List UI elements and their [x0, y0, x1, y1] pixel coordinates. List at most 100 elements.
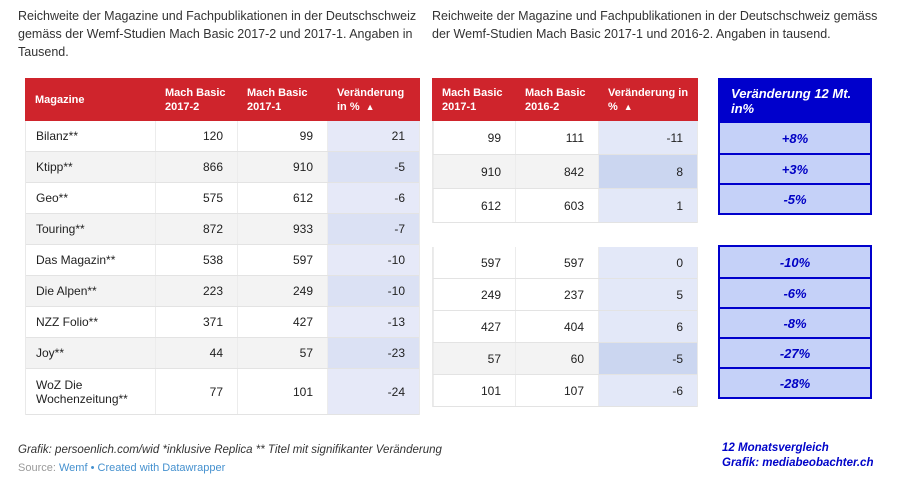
magazine-name: Ktipp**	[36, 160, 73, 174]
right-chart-title: Reichweite der Magazine und Fachpublikat…	[432, 9, 878, 42]
table-row: Geo** 575 612 -6	[26, 183, 419, 214]
value-2017-1: 57	[433, 343, 515, 374]
value-2017-1: 933	[237, 214, 327, 244]
panel-value: -8%	[720, 307, 870, 337]
source-label: Source:	[18, 462, 56, 474]
separator-dot: •	[90, 462, 95, 474]
value-2017-1: 101	[433, 375, 515, 406]
value-2017-1: 249	[433, 279, 515, 310]
value-2017-1: 249	[237, 276, 327, 306]
value-2017-1: 427	[237, 307, 327, 337]
missing-row-gap	[432, 223, 698, 247]
change-value: -11	[598, 121, 697, 154]
panel-value: -10%	[779, 254, 811, 270]
value-2016-2: 603	[515, 189, 598, 222]
value-2016-2: 842	[515, 155, 598, 188]
value-2017-1: 597	[433, 247, 515, 278]
panel-value: -28%	[720, 367, 870, 397]
value-2016-2: 107	[515, 375, 598, 406]
value-2016-2: 111	[515, 121, 598, 154]
value-2017-2: 223	[155, 276, 237, 306]
middle-table-header: Mach Basic 2017-1 Mach Basic 2016-2 Verä…	[432, 78, 698, 121]
sort-ascending-icon: ▲	[365, 101, 375, 112]
change-value: 0	[598, 247, 697, 278]
magazine-name: Das Magazin**	[36, 253, 116, 267]
value-2016-2: 60	[515, 343, 598, 374]
panel-value: -5%	[720, 183, 870, 213]
change-value: 21	[327, 121, 419, 151]
left-table-header: Magazine Mach Basic 2017-2 Mach Basic 20…	[25, 78, 420, 121]
value-2017-2: 866	[155, 152, 237, 182]
value-2017-2: 44	[155, 338, 237, 368]
table-row: 910 842 8	[433, 155, 697, 189]
column-header-2017-2: Mach Basic 2017-2	[165, 86, 226, 113]
column-header-2017-1: Mach Basic 2017-1	[247, 86, 308, 113]
annotation-line1: 12 Monatsvergleich	[722, 442, 829, 454]
value-2017-1: 910	[433, 155, 515, 188]
grafik-footnote: Grafik: persoenlich.com/wid *inklusive R…	[18, 444, 442, 456]
column-header-2017-1: Mach Basic 2017-1	[442, 86, 503, 113]
change-value: 5	[598, 279, 697, 310]
change-12-months-panel-top: Veränderung 12 Mt. in% +8% +3% -5%	[718, 78, 872, 215]
column-header-2016-2: Mach Basic 2016-2	[525, 86, 586, 113]
middle-table: Mach Basic 2017-1 Mach Basic 2016-2 Verä…	[432, 78, 698, 407]
change-value: -6	[327, 183, 419, 213]
table-row: Touring** 872 933 -7	[26, 214, 419, 245]
value-2016-2: 597	[515, 247, 598, 278]
change-value: -7	[327, 214, 419, 244]
value-2017-1: 612	[433, 189, 515, 222]
left-table: Magazine Mach Basic 2017-2 Mach Basic 20…	[25, 78, 420, 415]
panel-value: +8%	[781, 130, 809, 146]
change-value: -23	[327, 338, 419, 368]
value-2017-2: 120	[155, 121, 237, 151]
value-2017-2: 872	[155, 214, 237, 244]
source-line: Source: Wemf • Created with Datawrapper	[18, 462, 225, 474]
change-value: -6	[598, 375, 697, 406]
value-2017-2: 371	[155, 307, 237, 337]
table-row: 57 60 -5	[433, 343, 697, 375]
datawrapper-attribution-link[interactable]: Created with Datawrapper	[97, 462, 226, 474]
change-value: -24	[327, 369, 419, 414]
magazine-name: Touring**	[36, 222, 85, 236]
sort-ascending-icon: ▲	[623, 101, 633, 112]
table-row: 249 237 5	[433, 279, 697, 311]
left-chart-title: Reichweite der Magazine und Fachpublikat…	[18, 9, 417, 60]
magazine-name: WoZ Die Wochenzeitung**	[36, 377, 128, 406]
value-2016-2: 237	[515, 279, 598, 310]
column-header-change-sort[interactable]: Veränderung in % ▲	[337, 86, 405, 113]
column-header-change-sort[interactable]: Veränderung in % ▲	[608, 86, 689, 113]
magazine-name: Joy**	[36, 346, 65, 360]
value-2017-2: 77	[155, 369, 237, 414]
source-link-wemf[interactable]: Wemf	[58, 462, 88, 474]
column-header-magazine: Magazine	[35, 93, 85, 106]
table-row: 612 603 1	[433, 189, 697, 223]
value-2017-1: 597	[237, 245, 327, 275]
panel-value: +3%	[720, 153, 870, 183]
table-row: 99 111 -11	[433, 121, 697, 155]
middle-table-body-lower: 597 597 0 249 237 5 427 404 6 57 60 -5 1…	[432, 247, 698, 407]
panel-value: -27%	[720, 337, 870, 367]
change-value: 8	[598, 155, 697, 188]
annotation-line2: Grafik: mediabeobachter.ch	[722, 457, 874, 469]
change-value: -5	[598, 343, 697, 374]
table-row: Bilanz** 120 99 21	[26, 121, 419, 152]
value-2017-2: 538	[155, 245, 237, 275]
table-row: Joy** 44 57 -23	[26, 338, 419, 369]
panel-header: Veränderung 12 Mt. in%	[720, 80, 870, 123]
panel-value: -6%	[720, 277, 870, 307]
magazine-name: NZZ Folio**	[36, 315, 99, 329]
change-12-months-panel-bottom: -10% -6% -8% -27% -28%	[718, 245, 872, 399]
magazine-name: Geo**	[36, 191, 69, 205]
table-row: NZZ Folio** 371 427 -13	[26, 307, 419, 338]
middle-table-body: 99 111 -11 910 842 8 612 603 1	[432, 121, 698, 223]
change-value: -10	[327, 245, 419, 275]
left-table-body: Bilanz** 120 99 21 Ktipp** 866 910 -5 Ge…	[25, 121, 420, 415]
magazine-name: Die Alpen**	[36, 284, 97, 298]
table-row: 597 597 0	[433, 247, 697, 279]
table-row: Die Alpen** 223 249 -10	[26, 276, 419, 307]
magazine-name: Bilanz**	[36, 129, 79, 143]
table-row: 427 404 6	[433, 311, 697, 343]
value-2017-1: 99	[237, 121, 327, 151]
value-2017-1: 101	[237, 369, 327, 414]
